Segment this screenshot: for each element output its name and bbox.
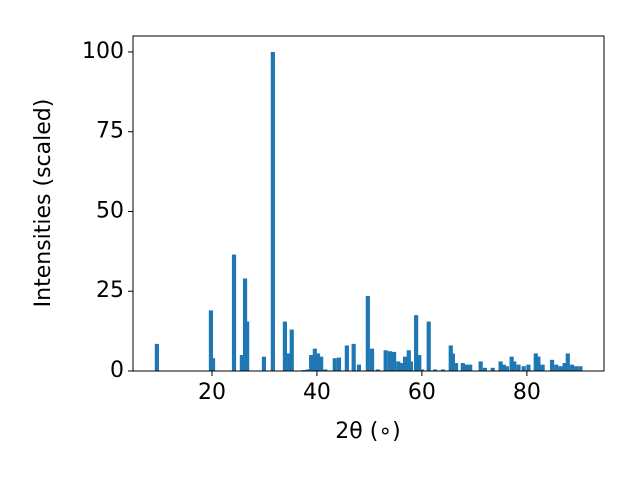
bar xyxy=(396,361,401,371)
bar xyxy=(231,254,237,371)
y-tick-label: 50 xyxy=(96,198,124,223)
bar xyxy=(516,364,521,371)
bar xyxy=(315,353,321,371)
bar xyxy=(578,366,583,371)
bar xyxy=(512,361,517,371)
y-tick-label: 75 xyxy=(96,119,124,144)
bar xyxy=(414,315,419,371)
x-axis-label: 2θ (∘) xyxy=(335,419,400,444)
bar xyxy=(287,353,292,371)
bar xyxy=(356,364,362,371)
bar xyxy=(289,329,294,371)
y-tick-label: 25 xyxy=(96,278,124,303)
y-tick-label: 0 xyxy=(110,358,124,383)
bar xyxy=(344,345,349,371)
bar xyxy=(526,364,531,371)
bar xyxy=(332,358,337,371)
bar xyxy=(239,355,244,371)
bar xyxy=(464,364,469,371)
bar xyxy=(261,356,267,371)
bar xyxy=(432,369,438,371)
bar xyxy=(245,321,250,371)
x-tick-label: 60 xyxy=(408,380,436,405)
bar xyxy=(478,361,483,371)
bar xyxy=(569,364,575,371)
y-tick-label: 100 xyxy=(82,39,124,64)
bar xyxy=(533,353,538,371)
x-tick-label: 40 xyxy=(303,380,331,405)
bar xyxy=(554,364,559,371)
bar xyxy=(319,356,324,371)
bar xyxy=(521,366,526,371)
bar xyxy=(154,343,159,371)
bar xyxy=(549,359,555,371)
x-tick-label: 20 xyxy=(198,380,226,405)
bar xyxy=(365,296,370,371)
bar xyxy=(369,348,375,371)
bar xyxy=(504,366,510,371)
bar xyxy=(498,361,503,371)
bar xyxy=(490,367,495,371)
bar xyxy=(574,366,579,371)
bar xyxy=(391,351,397,371)
bar xyxy=(399,363,405,371)
bar xyxy=(312,348,317,371)
bar xyxy=(305,369,311,371)
bar xyxy=(351,343,356,371)
bar xyxy=(375,369,380,371)
bar xyxy=(540,364,545,371)
bar xyxy=(450,353,455,371)
bar xyxy=(468,364,473,371)
bar xyxy=(406,350,411,371)
bar xyxy=(387,351,392,371)
bar xyxy=(323,369,328,371)
y-axis-label: Intensities (scaled) xyxy=(31,99,56,308)
bar xyxy=(383,350,388,371)
bar xyxy=(509,356,514,371)
bar xyxy=(482,367,487,371)
bar xyxy=(417,355,422,371)
bar xyxy=(403,356,408,371)
bar xyxy=(282,321,288,371)
bar xyxy=(309,355,314,371)
bar xyxy=(453,363,459,371)
bar xyxy=(408,361,413,371)
bar xyxy=(208,310,214,371)
bar xyxy=(210,358,216,371)
bar xyxy=(448,345,453,371)
bar xyxy=(565,353,570,371)
plot-frame xyxy=(132,35,605,372)
bar xyxy=(460,363,465,371)
bar xyxy=(536,356,541,371)
bar xyxy=(501,364,506,371)
bar xyxy=(336,357,342,371)
x-tick-label: 80 xyxy=(513,380,541,405)
bar xyxy=(440,369,445,371)
bar xyxy=(558,366,563,371)
bar xyxy=(562,363,567,371)
bar xyxy=(419,369,424,371)
bar xyxy=(426,321,431,371)
bar xyxy=(270,51,275,371)
